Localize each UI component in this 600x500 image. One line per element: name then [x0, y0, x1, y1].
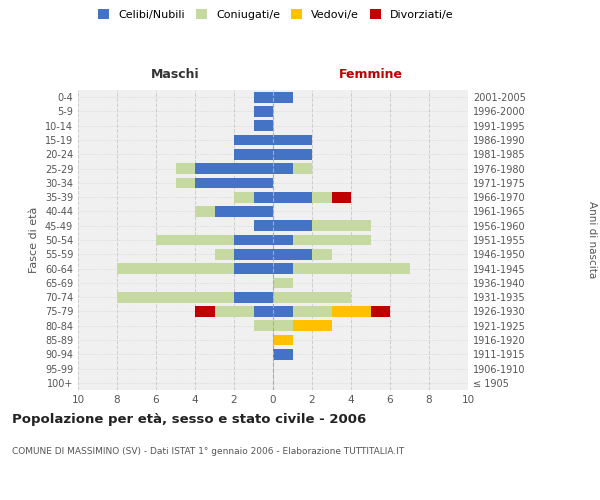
Bar: [254, 92, 273, 102]
Bar: [293, 234, 371, 246]
Bar: [293, 263, 409, 274]
Bar: [234, 263, 273, 274]
Bar: [371, 306, 390, 317]
Bar: [234, 292, 273, 302]
Bar: [156, 234, 234, 246]
Bar: [195, 163, 273, 174]
Bar: [215, 206, 273, 217]
Bar: [254, 106, 273, 117]
Bar: [293, 320, 331, 331]
Bar: [273, 278, 293, 288]
Bar: [254, 120, 273, 131]
Text: Maschi: Maschi: [151, 68, 200, 82]
Bar: [273, 349, 293, 360]
Text: COMUNE DI MASSIMINO (SV) - Dati ISTAT 1° gennaio 2006 - Elaborazione TUTTITALIA.: COMUNE DI MASSIMINO (SV) - Dati ISTAT 1°…: [12, 448, 404, 456]
Bar: [273, 92, 293, 102]
Text: Anni di nascita: Anni di nascita: [587, 202, 597, 278]
Bar: [273, 163, 293, 174]
Bar: [273, 320, 293, 331]
Y-axis label: Fasce di età: Fasce di età: [29, 207, 39, 273]
Bar: [234, 192, 254, 202]
Bar: [273, 306, 293, 317]
Bar: [273, 234, 293, 246]
Bar: [234, 249, 273, 260]
Bar: [234, 149, 273, 160]
Bar: [273, 334, 293, 345]
Bar: [273, 263, 293, 274]
Bar: [195, 206, 215, 217]
Bar: [117, 263, 234, 274]
Bar: [195, 306, 215, 317]
Bar: [312, 192, 331, 202]
Bar: [293, 163, 312, 174]
Text: Femmine: Femmine: [338, 68, 403, 82]
Bar: [331, 306, 371, 317]
Bar: [254, 320, 273, 331]
Bar: [273, 220, 312, 231]
Bar: [234, 134, 273, 145]
Bar: [215, 306, 254, 317]
Bar: [273, 134, 312, 145]
Text: Popolazione per età, sesso e stato civile - 2006: Popolazione per età, sesso e stato civil…: [12, 412, 366, 426]
Bar: [176, 163, 195, 174]
Legend: Celibi/Nubili, Coniugati/e, Vedovi/e, Divorziati/e: Celibi/Nubili, Coniugati/e, Vedovi/e, Di…: [94, 5, 458, 24]
Bar: [195, 178, 273, 188]
Bar: [254, 220, 273, 231]
Bar: [215, 249, 234, 260]
Bar: [117, 292, 234, 302]
Bar: [273, 149, 312, 160]
Bar: [234, 234, 273, 246]
Bar: [254, 306, 273, 317]
Bar: [176, 178, 195, 188]
Bar: [273, 292, 351, 302]
Bar: [254, 192, 273, 202]
Bar: [331, 192, 351, 202]
Bar: [273, 249, 312, 260]
Bar: [293, 306, 331, 317]
Bar: [312, 220, 371, 231]
Bar: [273, 192, 312, 202]
Bar: [312, 249, 331, 260]
